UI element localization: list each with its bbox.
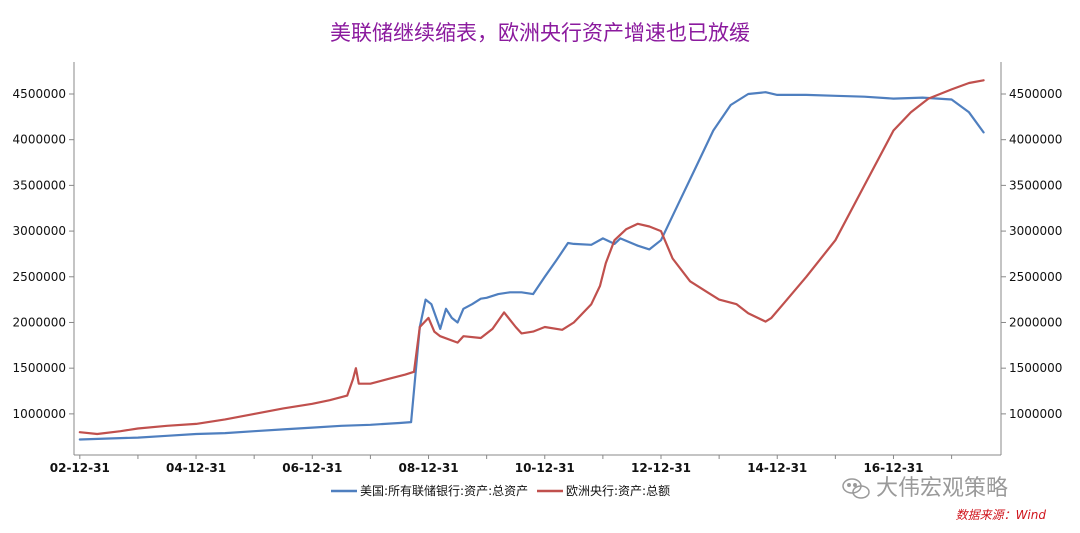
y-ticks-right: 1000000 1500000 2000000 2500000 3000000 35000… (1001, 87, 1062, 421)
y-tick-label-left: 4500000 (13, 87, 66, 101)
y-tick-label-right: 3000000 (1009, 224, 1062, 238)
y-tick-label-left: 3000000 (13, 224, 66, 238)
y-tick-label-left: 3500000 (13, 178, 66, 192)
y-tick-label-right: 1000000 (1009, 407, 1062, 421)
y-tick-label-right: 4500000 (1009, 87, 1062, 101)
watermark: 大伟宏观策略 (842, 476, 1008, 501)
y-tick-label-left: 1000000 (13, 407, 66, 421)
legend-label-ecb: 欧洲央行:资产:总额 (566, 484, 670, 498)
x-tick-label: 12-12-31 (631, 461, 691, 475)
x-tick-label: 02-12-31 (50, 461, 110, 475)
x-tick-label: 14-12-31 (747, 461, 807, 475)
y-tick-label-right: 4000000 (1009, 133, 1062, 147)
x-ticks: 02-12-31 04-12-31 06-12-31 08-12-31 10-12-31… (50, 455, 953, 475)
watermark-text: 大伟宏观策略 (876, 476, 1008, 501)
y-tick-label-left: 2000000 (13, 315, 66, 329)
x-tick-label: 04-12-31 (166, 461, 226, 475)
series-line-fed (78, 91, 985, 441)
x-tick-label: 06-12-31 (282, 461, 342, 475)
y-tick-label-left: 2500000 (13, 270, 66, 284)
x-tick-label: 08-12-31 (398, 461, 458, 475)
y-tick-label-right: 3500000 (1009, 178, 1062, 192)
y-tick-label-left: 1500000 (13, 361, 66, 375)
y-tick-label-left: 4000000 (13, 133, 66, 147)
x-tick-label: 16-12-31 (863, 461, 923, 475)
plot-frame (73, 62, 1002, 456)
y-ticks-left: 1000000 1500000 2000000 2500000 3000000 35000… (13, 87, 74, 421)
y-tick-label-right: 2000000 (1009, 315, 1062, 329)
series-group (78, 79, 985, 441)
y-tick-label-right: 1500000 (1009, 361, 1062, 375)
source-note: 数据来源：Wind (956, 508, 1047, 522)
x-tick-label: 10-12-31 (515, 461, 575, 475)
wechat-icon (842, 478, 870, 499)
legend: 美国:所有联储银行:资产:总资产 欧洲央行:资产:总额 (331, 483, 670, 498)
series-line-ecb (78, 79, 985, 436)
legend-label-fed: 美国:所有联储银行:资产:总资产 (360, 483, 528, 498)
y-tick-label-right: 2500000 (1009, 270, 1062, 284)
chart-title: 美联储继续缩表，欧洲央行资产增速也已放缓 (330, 21, 750, 45)
